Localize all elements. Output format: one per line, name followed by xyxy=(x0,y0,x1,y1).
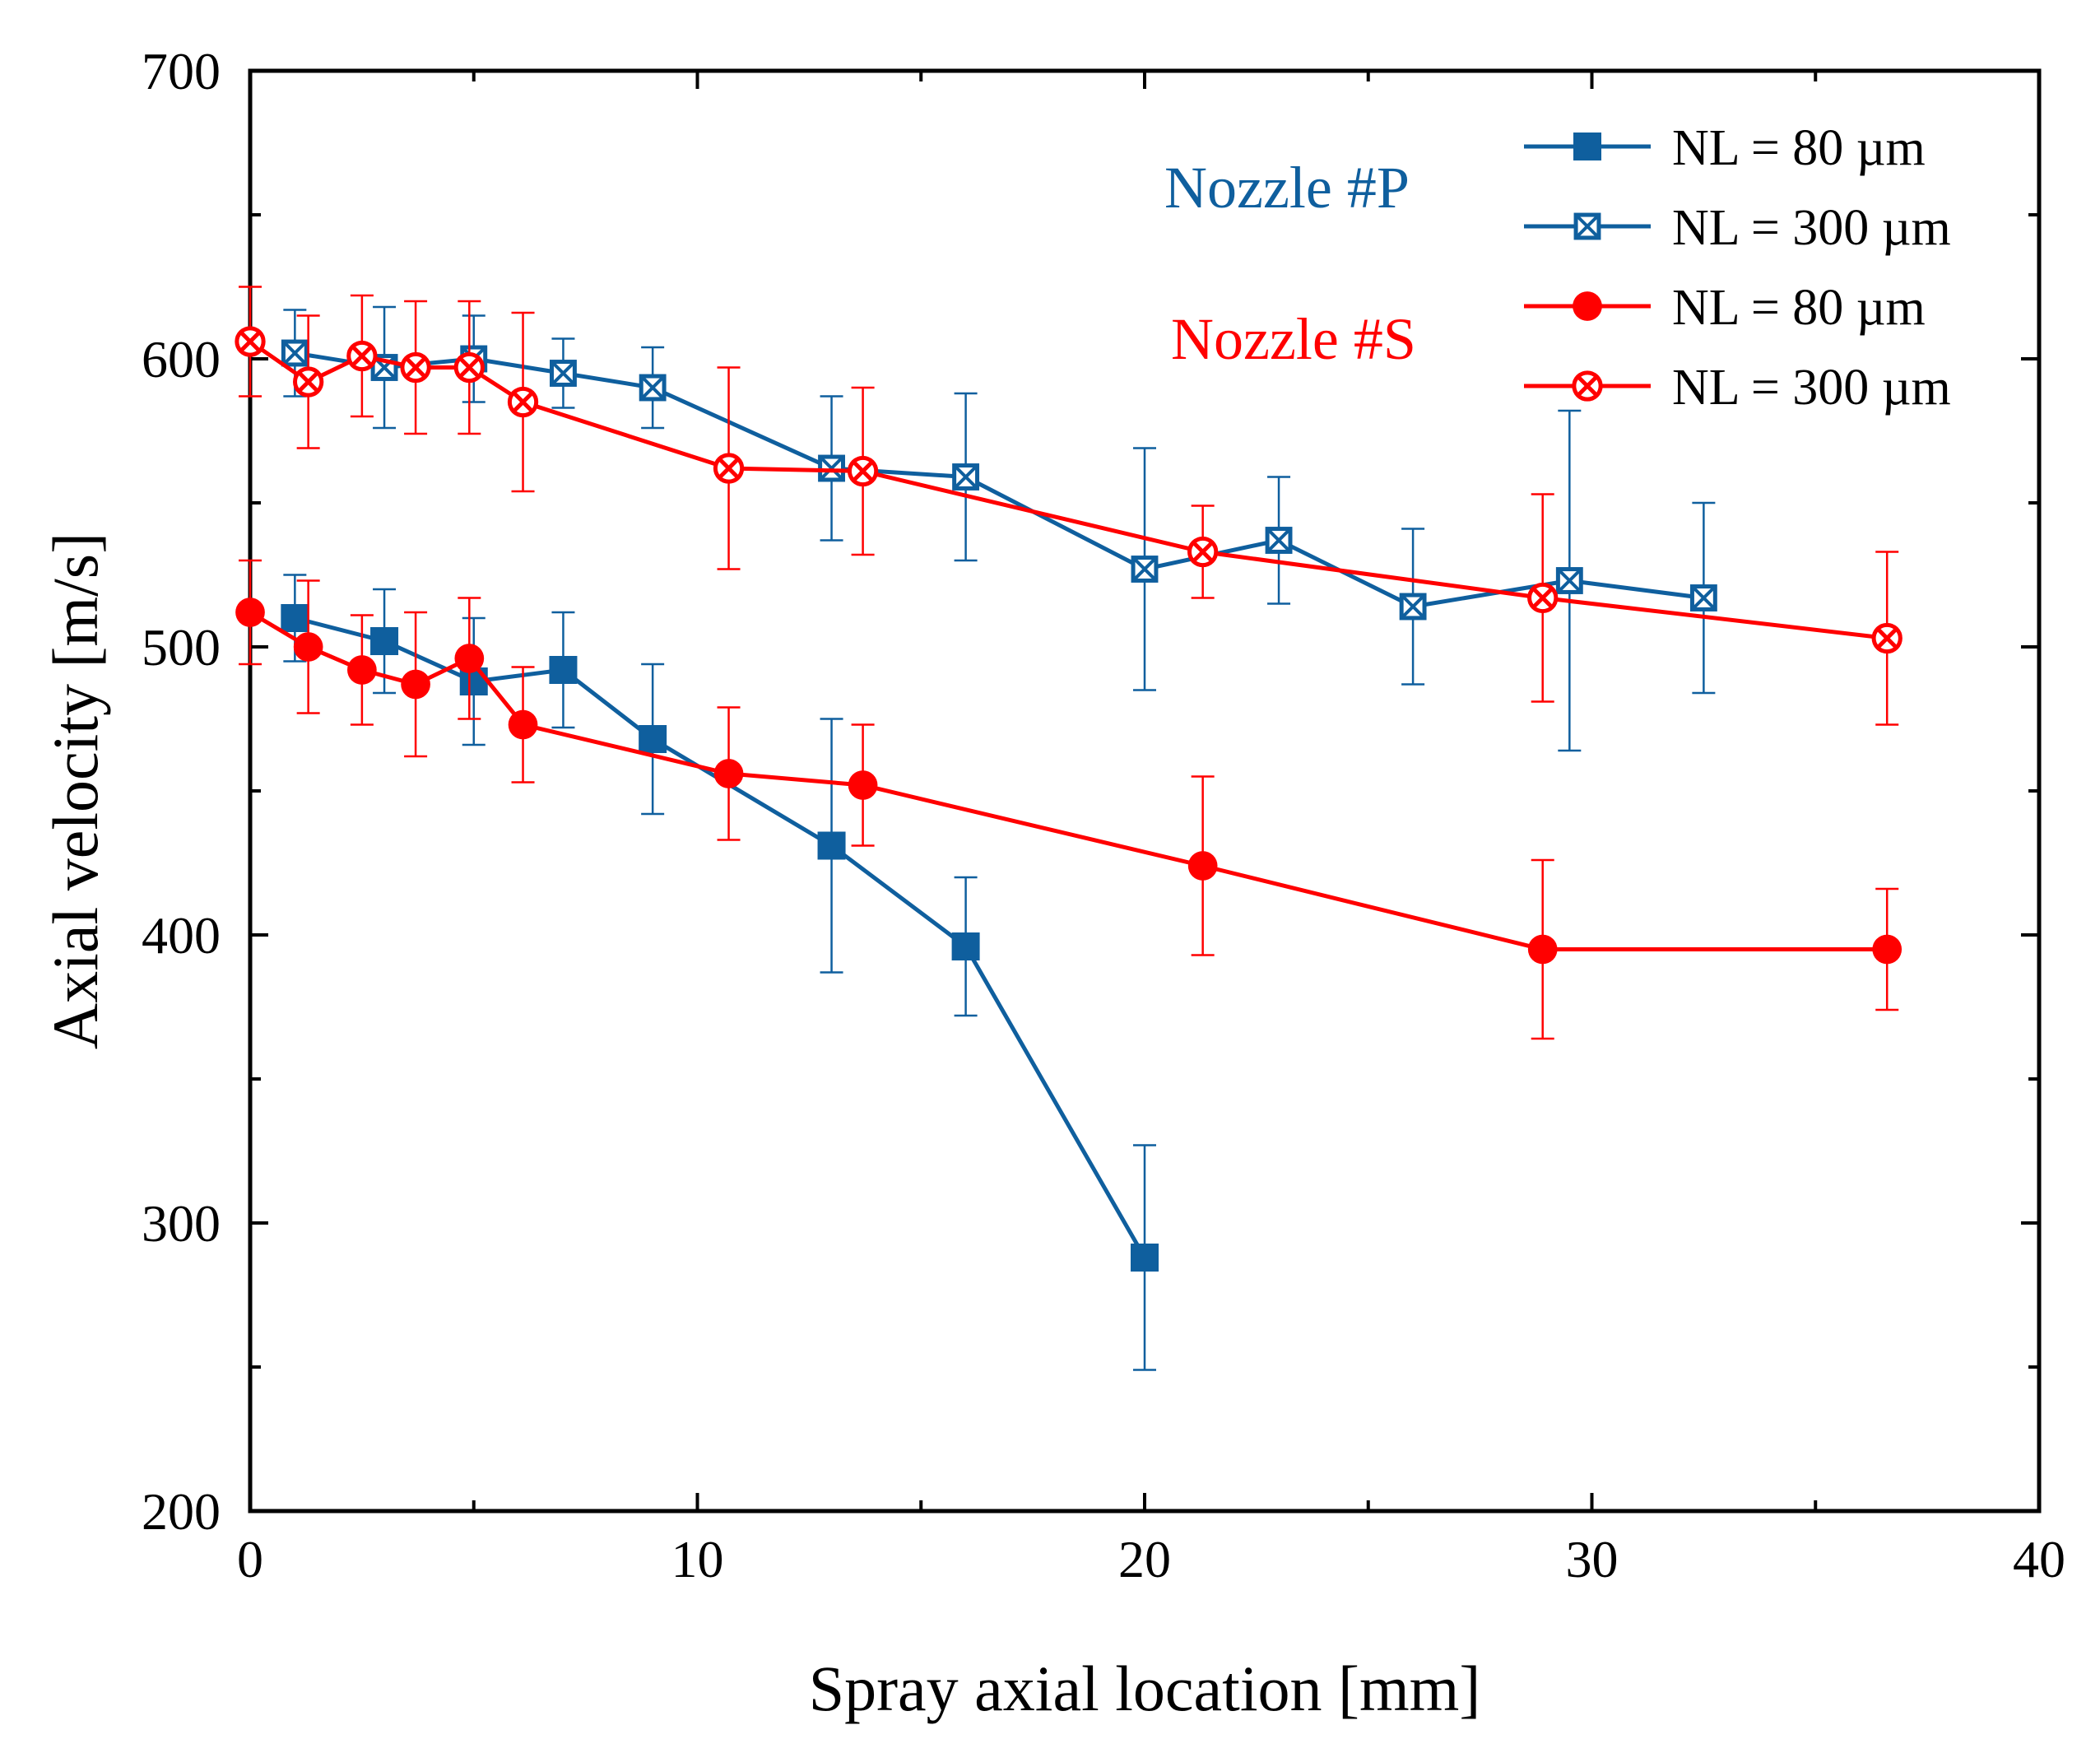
x-tick-label: 20 xyxy=(1118,1530,1171,1588)
data-point xyxy=(639,725,667,753)
data-point-x2 xyxy=(297,370,320,393)
data-point xyxy=(370,627,399,655)
x-tick-label: 40 xyxy=(2013,1530,2065,1588)
legend-item: NL = 80 µm xyxy=(1524,120,1926,176)
data-point-x2 xyxy=(512,391,534,413)
data-point xyxy=(401,669,430,700)
data-point xyxy=(713,759,744,788)
data-point-x2 xyxy=(953,464,978,490)
data-point-x2 xyxy=(351,345,374,367)
data-point xyxy=(848,770,878,800)
data-point-x2 xyxy=(639,374,666,401)
legend-label: NL = 300 µm xyxy=(1672,360,1951,416)
legend-marker xyxy=(1573,291,1602,321)
x-tick-label: 10 xyxy=(671,1530,724,1588)
data-point xyxy=(347,655,377,685)
y-tick-label: 300 xyxy=(142,1194,221,1253)
data-point-x2 xyxy=(852,460,874,482)
data-point xyxy=(454,644,485,673)
legend-label: NL = 300 µm xyxy=(1672,200,1951,256)
y-tick-label: 500 xyxy=(142,618,221,677)
data-point-x2 xyxy=(1875,627,1898,649)
data-point-x2 xyxy=(819,455,844,481)
data-point-x2 xyxy=(404,356,427,379)
legend-marker-x2 xyxy=(1574,213,1601,239)
data-point-x2 xyxy=(1531,587,1554,609)
y-tick-label: 700 xyxy=(142,42,221,100)
legend-item: NL = 300 µm xyxy=(1524,200,1951,256)
data-point-x2 xyxy=(1556,568,1582,593)
data-point xyxy=(1872,934,1903,965)
data-point-x2 xyxy=(281,340,308,366)
data-point-x2 xyxy=(718,457,740,480)
legend-label: NL = 80 µm xyxy=(1672,120,1926,176)
data-point xyxy=(951,932,980,960)
data-point xyxy=(235,598,265,627)
data-point-x2 xyxy=(1192,541,1215,563)
legend-marker xyxy=(1573,133,1601,160)
data-point xyxy=(817,831,846,860)
data-point-x2 xyxy=(371,355,397,380)
data-point-x2 xyxy=(551,360,576,386)
legend-marker-x2 xyxy=(1576,374,1599,398)
x-tick-label: 30 xyxy=(1566,1530,1619,1588)
y-tick-label: 400 xyxy=(142,906,221,965)
x-tick-label: 0 xyxy=(237,1530,263,1588)
y-tick-label: 200 xyxy=(142,1482,221,1541)
y-axis-title: Axial velocity [m/s] xyxy=(39,532,111,1049)
series-2 xyxy=(235,559,1903,1040)
data-point xyxy=(293,632,323,662)
data-point-x2 xyxy=(1266,528,1292,553)
series-line xyxy=(249,610,1888,951)
data-point-x2 xyxy=(1691,585,1717,611)
nozzle-annotation: Nozzle #P xyxy=(1164,155,1410,221)
x-axis-title: Spray axial location [mm] xyxy=(809,1653,1481,1724)
nozzle-annotation: Nozzle #S xyxy=(1171,306,1416,372)
series-1 xyxy=(281,305,1717,752)
data-point-x2 xyxy=(239,330,262,353)
data-point-x2 xyxy=(1131,556,1158,582)
legend-item: NL = 300 µm xyxy=(1524,360,1951,416)
data-point xyxy=(281,604,309,632)
series-line xyxy=(294,616,1147,1259)
data-point xyxy=(1527,934,1558,965)
data-point xyxy=(1131,1244,1159,1272)
series-0 xyxy=(281,574,1159,1371)
y-tick-label: 600 xyxy=(142,330,221,388)
data-point xyxy=(549,656,578,684)
data-point-x2 xyxy=(458,356,481,379)
data-point-x2 xyxy=(1400,593,1426,620)
legend-item: NL = 80 µm xyxy=(1524,280,1926,336)
series-3 xyxy=(235,286,1903,726)
data-point xyxy=(1187,851,1218,881)
data-point xyxy=(508,709,538,740)
legend-label: NL = 80 µm xyxy=(1672,280,1926,336)
